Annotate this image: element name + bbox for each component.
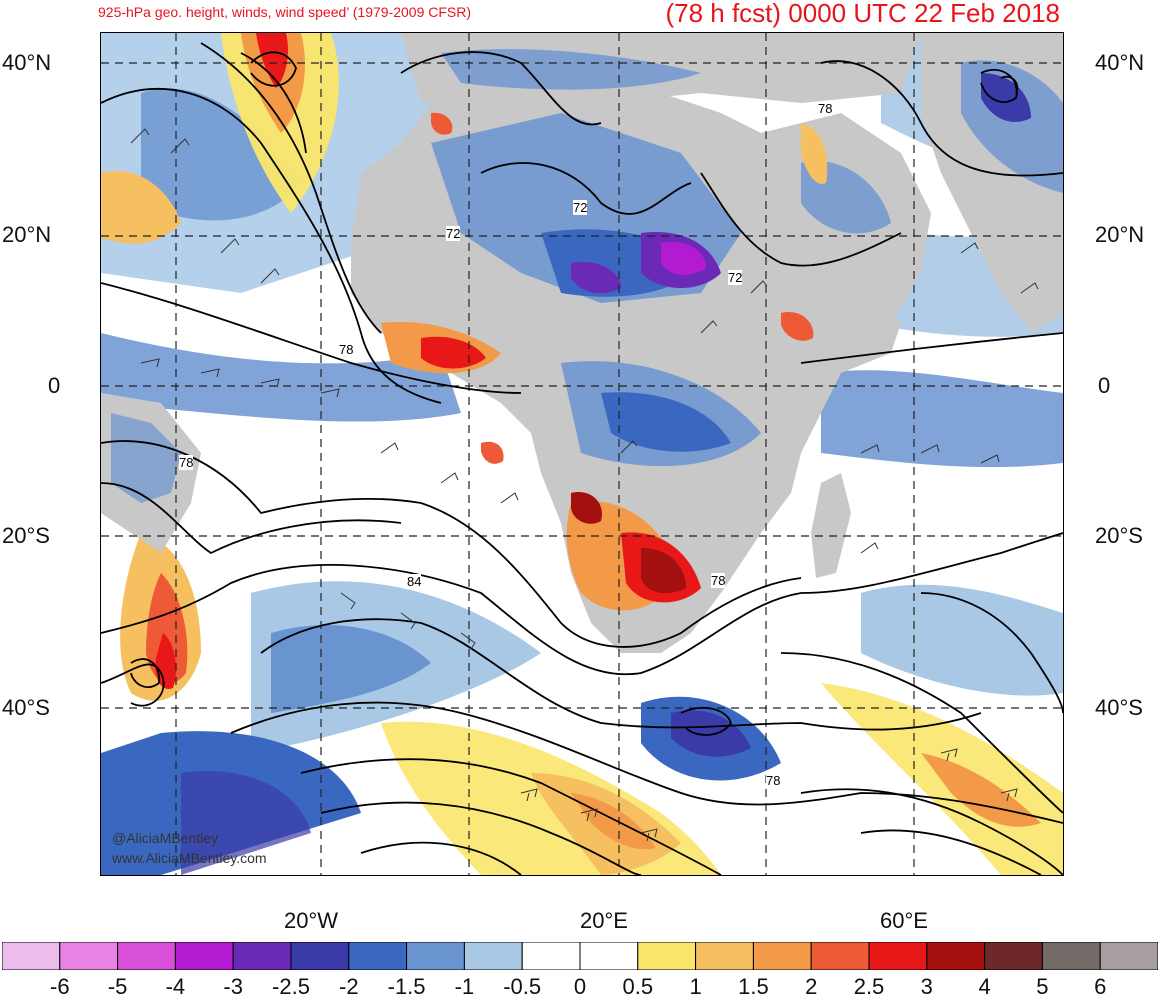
lon-label-20w: 20°W	[284, 908, 339, 933]
colorbar-label: -1	[454, 974, 475, 999]
colorbar-swatch	[926, 942, 986, 970]
colorbar-swatch	[406, 942, 465, 970]
contour-label: 78	[711, 573, 726, 588]
colorbar-label: -0.5	[503, 974, 542, 999]
colorbar-swatch	[348, 942, 408, 970]
lon-label-60e: 60°E	[880, 908, 928, 933]
colorbar-label: 0	[573, 974, 587, 999]
colorbar-label: -5	[107, 974, 128, 999]
map-subtitle: 925-hPa geo. height, winds, wind speed’ …	[98, 4, 472, 20]
colorbar-swatch	[695, 942, 754, 970]
lat-label-20n-right: 20°N	[1095, 222, 1145, 247]
lat-label-20s-right: 20°S	[1095, 523, 1143, 548]
credit-handle: @AliciaMBentley	[112, 830, 219, 846]
colorbar-label: -2	[339, 974, 359, 999]
colorbar-swatch	[1041, 942, 1101, 970]
contour-label: 84	[407, 574, 422, 589]
lat-label-eq-left: 0	[48, 373, 61, 398]
colorbar-label: -4	[165, 974, 186, 999]
lon-label-20e: 20°E	[580, 908, 628, 933]
colorbar-swatch	[463, 942, 523, 970]
colorbar-label: 1.5	[738, 974, 769, 999]
contour-label: 78	[179, 455, 194, 470]
colorbar-swatch	[232, 942, 292, 970]
lat-label-40s-left: 40°S	[2, 695, 50, 720]
colorbar-swatch	[290, 942, 350, 970]
wind-anomaly-shading	[101, 33, 1063, 875]
colorbar-label: 4	[978, 974, 991, 999]
colorbar-label: 1	[689, 974, 702, 999]
colorbar-label: 0.5	[622, 974, 654, 999]
contour-label: 78	[766, 773, 781, 788]
colorbar-swatch	[752, 942, 812, 970]
colorbar-swatch	[868, 942, 928, 970]
colorbar-swatch	[117, 942, 176, 970]
height-contours	[101, 42, 1063, 875]
colorbar-label: 3	[920, 974, 933, 999]
colorbar-swatch	[1099, 942, 1158, 970]
contour-label: 72	[573, 200, 588, 215]
colorbar-label: -6	[50, 974, 70, 999]
lat-label-eq-right: 0	[1098, 373, 1111, 398]
lat-label-40s-right: 40°S	[1095, 695, 1143, 720]
contour-label: 72	[728, 270, 743, 285]
contour-label: 78	[818, 101, 833, 116]
colorbar-swatch	[579, 942, 639, 970]
lat-label-20n-left: 20°N	[2, 222, 52, 247]
map-canvas: 72 72 72 78 78 78 78 78 84	[100, 32, 1064, 876]
colorbar-swatch	[174, 942, 234, 970]
colorbar-label: 2	[805, 974, 818, 999]
colorbar-swatch	[637, 942, 697, 970]
colorbar-label: -2.5	[272, 974, 310, 999]
colorbar-label: 6	[1094, 974, 1107, 999]
lat-label-20s-left: 20°S	[2, 523, 50, 548]
colorbar-swatch	[810, 942, 870, 970]
colorbar-swatch	[2, 942, 61, 970]
credit-site: www.AliciaMBentley.com	[112, 850, 267, 866]
colorbar	[2, 942, 1158, 970]
contour-label: 78	[339, 342, 354, 357]
colorbar-swatch	[521, 942, 581, 970]
colorbar-label: 2.5	[853, 974, 885, 999]
map-title: (78 h fcst) 0000 UTC 22 Feb 2018	[665, 0, 1060, 28]
lat-label-40n-left: 40°N	[2, 50, 52, 75]
contour-label: 72	[446, 226, 461, 241]
wind-barbs	[130, 128, 1039, 842]
graticule	[101, 33, 1063, 875]
colorbar-swatch	[59, 942, 119, 970]
colorbar-swatch	[984, 942, 1043, 970]
colorbar-label: -3	[223, 974, 243, 999]
colorbar-label: 5	[1036, 974, 1049, 999]
lat-label-40n-right: 40°N	[1095, 50, 1145, 75]
colorbar-label: -1.5	[387, 974, 426, 999]
